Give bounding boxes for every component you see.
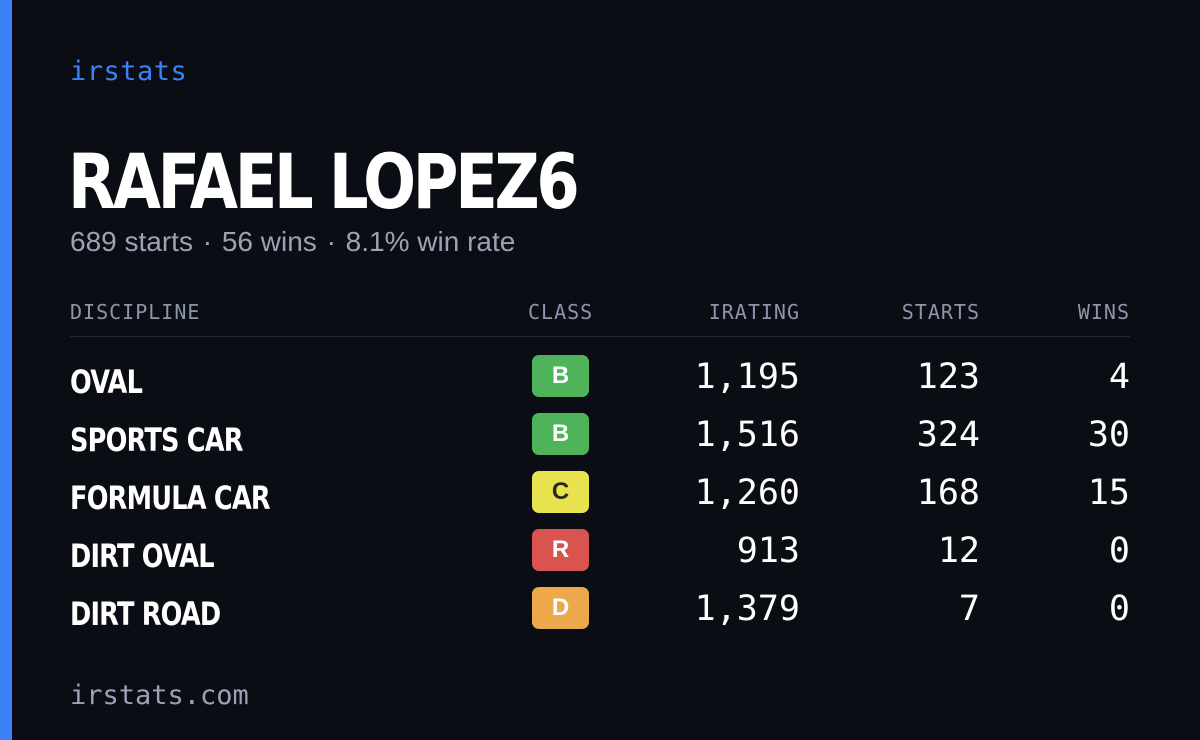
class-badge: D bbox=[532, 587, 589, 629]
header-irating: IRATING bbox=[708, 300, 800, 324]
brand-logo-text: irstats bbox=[70, 56, 188, 87]
header-wins: WINS bbox=[1077, 300, 1130, 324]
class-badge: B bbox=[532, 355, 589, 397]
class-badge: B bbox=[532, 413, 589, 455]
summary-separator: · bbox=[326, 226, 336, 257]
starts-value: 7 bbox=[958, 589, 980, 629]
table-body: OVAL B 1,195 123 4 SPORTS CAR B 1,516 32… bbox=[70, 337, 1130, 645]
starts-value: 168 bbox=[916, 473, 980, 513]
wins-summary: 56 wins bbox=[221, 226, 317, 257]
wins-value: 4 bbox=[1108, 357, 1130, 397]
class-badge: C bbox=[532, 471, 589, 513]
accent-bar bbox=[0, 0, 12, 740]
discipline-table: DISCIPLINE CLASS IRATING STARTS WINS OVA… bbox=[70, 298, 1130, 645]
table-row: SPORTS CAR B 1,516 324 30 bbox=[70, 413, 1130, 471]
header-class: CLASS bbox=[528, 300, 594, 324]
winrate-summary: 8.1% win rate bbox=[345, 226, 516, 257]
class-badge: R bbox=[532, 529, 589, 571]
header-starts: STARTS bbox=[901, 300, 980, 324]
irating-value: 913 bbox=[736, 531, 800, 571]
wins-value: 0 bbox=[1108, 531, 1130, 571]
wins-value: 15 bbox=[1087, 473, 1130, 513]
table-header: DISCIPLINE CLASS IRATING STARTS WINS bbox=[70, 298, 1130, 337]
summary-separator: · bbox=[202, 226, 213, 257]
driver-name: RAFAEL LOPEZ6 bbox=[68, 137, 580, 226]
discipline-name: DIRT OVAL bbox=[70, 537, 215, 575]
discipline-name: SPORTS CAR bbox=[70, 421, 243, 459]
starts-value: 324 bbox=[916, 415, 980, 455]
table-row: DIRT OVAL R 913 12 0 bbox=[70, 529, 1130, 587]
starts-value: 123 bbox=[916, 357, 980, 397]
driver-summary: 689 starts · 56 wins · 8.1% win rate bbox=[70, 226, 515, 258]
table-row: OVAL B 1,195 123 4 bbox=[70, 355, 1130, 413]
header-discipline: DISCIPLINE bbox=[70, 300, 201, 324]
starts-summary: 689 starts bbox=[70, 226, 193, 257]
table-row: DIRT ROAD D 1,379 7 0 bbox=[70, 587, 1130, 645]
discipline-name: OVAL bbox=[70, 363, 143, 401]
discipline-name: DIRT ROAD bbox=[70, 595, 221, 633]
irating-value: 1,516 bbox=[694, 415, 800, 455]
footer-url: irstats.com bbox=[70, 680, 249, 711]
wins-value: 30 bbox=[1087, 415, 1130, 455]
wins-value: 0 bbox=[1108, 589, 1130, 629]
irating-value: 1,260 bbox=[694, 473, 800, 513]
irating-value: 1,195 bbox=[694, 357, 800, 397]
irating-value: 1,379 bbox=[694, 589, 800, 629]
table-row: FORMULA CAR C 1,260 168 15 bbox=[70, 471, 1130, 529]
starts-value: 12 bbox=[937, 531, 980, 571]
discipline-name: FORMULA CAR bbox=[70, 479, 271, 517]
